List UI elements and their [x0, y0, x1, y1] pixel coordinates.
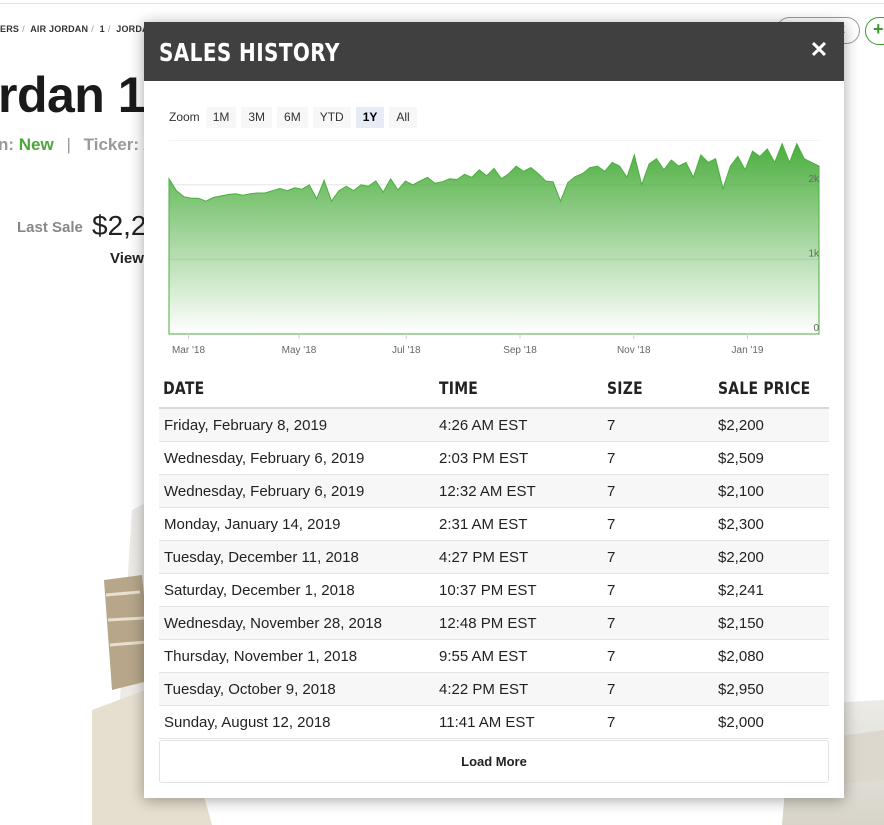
header-size[interactable]: SIZE — [607, 378, 643, 399]
sales-chart-svg: Mar '18 May '18 Jul '18 Sep '18 Nov '18 Jan '… — [168, 140, 820, 356]
cell-date: Monday, January 14, 2019 — [164, 515, 341, 533]
table-row: Tuesday, December 11, 2018 4:27 PM EST 7… — [159, 541, 829, 574]
condition-label: n: — [0, 135, 15, 154]
cell-date: Sunday, August 12, 2018 — [164, 713, 331, 731]
cell-time: 11:41 AM EST — [439, 713, 535, 731]
modal-header: SALES HISTORY ✕ — [144, 22, 844, 81]
breadcrumb: ERS / AIR JORDAN/ 1/ JORDAN — [0, 24, 156, 34]
cell-time: 4:22 PM EST — [439, 680, 529, 698]
table-row: Saturday, December 1, 2018 10:37 PM EST … — [159, 574, 829, 607]
cell-price: $2,200 — [718, 548, 764, 566]
chart-x-tick: Sep '18 — [503, 345, 537, 356]
cell-date: Tuesday, December 11, 2018 — [164, 548, 359, 566]
zoom-controls: Zoom 1M 3M 6M YTD 1Y All — [169, 106, 422, 128]
cell-size: 7 — [607, 548, 616, 566]
table-row: Monday, January 14, 2019 2:31 AM EST 7 $… — [159, 508, 829, 541]
condition-value: New — [18, 135, 54, 154]
header-sale-price[interactable]: SALE PRICE — [718, 378, 811, 399]
product-title: rdan 1 — [0, 67, 146, 123]
zoom-label: Zoom — [169, 110, 200, 124]
cell-price: $2,950 — [718, 680, 764, 698]
cell-date: Saturday, December 1, 2018 — [164, 581, 355, 599]
table-row: Tuesday, October 9, 2018 4:22 PM EST 7 $… — [159, 673, 829, 706]
cell-size: 7 — [607, 449, 616, 467]
table-row: Wednesday, November 28, 2018 12:48 PM ES… — [159, 607, 829, 640]
breadcrumb-item-jordan[interactable]: JORDAN — [116, 24, 156, 34]
zoom-3m-button[interactable]: 3M — [241, 106, 273, 128]
cell-size: 7 — [607, 614, 616, 632]
table-row: Thursday, November 1, 2018 9:55 AM EST 7… — [159, 640, 829, 673]
cell-time: 9:55 AM EST — [439, 647, 528, 665]
table-row: Sunday, August 12, 2018 11:41 AM EST 7 $… — [159, 706, 829, 739]
cell-date: Wednesday, February 6, 2019 — [164, 482, 365, 500]
cell-time: 2:31 AM EST — [439, 515, 528, 533]
product-meta: n: New | Ticker: A — [0, 135, 155, 155]
cell-price: $2,200 — [718, 416, 764, 434]
chart-x-tick: Nov '18 — [617, 345, 651, 356]
last-sale-label: Last Sale — [17, 219, 83, 236]
cell-time: 4:27 PM EST — [439, 548, 529, 566]
table-body: Friday, February 8, 2019 4:26 AM EST 7 $… — [159, 409, 829, 739]
cell-date: Tuesday, October 9, 2018 — [164, 680, 336, 698]
cell-price: $2,241 — [718, 581, 764, 599]
header-time[interactable]: TIME — [439, 378, 479, 399]
chart-y-tick: 1k — [808, 248, 820, 259]
cell-time: 4:26 AM EST — [439, 416, 528, 434]
cell-date: Wednesday, November 28, 2018 — [164, 614, 382, 632]
cell-time: 12:32 AM EST — [439, 482, 536, 500]
breadcrumb-item[interactable]: ERS — [0, 24, 20, 34]
last-sale-value: $2,2 — [92, 210, 147, 241]
cell-price: $2,150 — [718, 614, 764, 632]
cell-price: $2,000 — [718, 713, 764, 731]
breadcrumb-item-air-jordan[interactable]: AIR JORDAN — [30, 24, 89, 34]
zoom-ytd-button[interactable]: YTD — [312, 106, 351, 128]
cell-time: 10:37 PM EST — [439, 581, 537, 599]
cell-size: 7 — [607, 515, 616, 533]
cell-time: 12:48 PM EST — [439, 614, 537, 632]
zoom-1m-button[interactable]: 1M — [205, 106, 237, 128]
cell-size: 7 — [607, 647, 616, 665]
chart-x-tick: Mar '18 — [172, 345, 205, 356]
add-portfolio-button[interactable]: + — [865, 17, 884, 45]
cell-date: Wednesday, February 6, 2019 — [164, 449, 365, 467]
chart-x-tick: May '18 — [282, 345, 317, 356]
cell-size: 7 — [607, 713, 616, 731]
modal-title: SALES HISTORY — [159, 38, 340, 67]
chart-x-tick: Jul '18 — [392, 345, 421, 356]
cell-price: $2,509 — [718, 449, 764, 467]
cell-size: 7 — [607, 680, 616, 698]
chart-y-tick: 2k — [808, 174, 820, 185]
cell-date: Thursday, November 1, 2018 — [164, 647, 358, 665]
view-sales-link[interactable]: View — [110, 250, 144, 267]
close-icon[interactable]: ✕ — [809, 37, 829, 62]
page-top-border — [0, 0, 884, 4]
table-row: Wednesday, February 6, 2019 12:32 AM EST… — [159, 475, 829, 508]
table-row: Friday, February 8, 2019 4:26 AM EST 7 $… — [159, 409, 829, 442]
table-row: Wednesday, February 6, 2019 2:03 PM EST … — [159, 442, 829, 475]
zoom-all-button[interactable]: All — [389, 106, 417, 128]
sales-table: DATE TIME SIZE SALE PRICE Friday, Februa… — [159, 370, 829, 739]
cell-price: $2,080 — [718, 647, 764, 665]
zoom-1y-button[interactable]: 1Y — [355, 106, 385, 128]
cell-size: 7 — [607, 482, 616, 500]
sales-history-modal: SALES HISTORY ✕ Zoom 1M 3M 6M YTD 1Y All… — [144, 22, 844, 798]
chart-y-tick: 0 — [813, 323, 819, 334]
chart-area — [168, 142, 820, 335]
sales-chart: Mar '18 May '18 Jul '18 Sep '18 Nov '18 Jan '… — [164, 140, 824, 360]
cell-size: 7 — [607, 416, 616, 434]
breadcrumb-item-1[interactable]: 1 — [99, 24, 105, 34]
header-date[interactable]: DATE — [163, 378, 205, 399]
chart-x-tick: Jan '19 — [732, 345, 764, 356]
load-more-button[interactable]: Load More — [159, 740, 829, 783]
cell-price: $2,300 — [718, 515, 764, 533]
ticker-label: Ticker: — [83, 135, 140, 154]
cell-price: $2,100 — [718, 482, 764, 500]
table-header: DATE TIME SIZE SALE PRICE — [159, 370, 829, 409]
cell-size: 7 — [607, 581, 616, 599]
cell-time: 2:03 PM EST — [439, 449, 529, 467]
cell-date: Friday, February 8, 2019 — [164, 416, 328, 434]
zoom-6m-button[interactable]: 6M — [277, 106, 308, 128]
